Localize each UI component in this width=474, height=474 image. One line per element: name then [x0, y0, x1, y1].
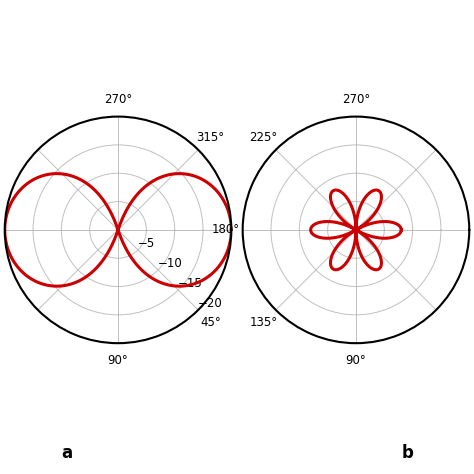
Text: b: b	[401, 444, 414, 462]
Text: a: a	[61, 444, 72, 462]
